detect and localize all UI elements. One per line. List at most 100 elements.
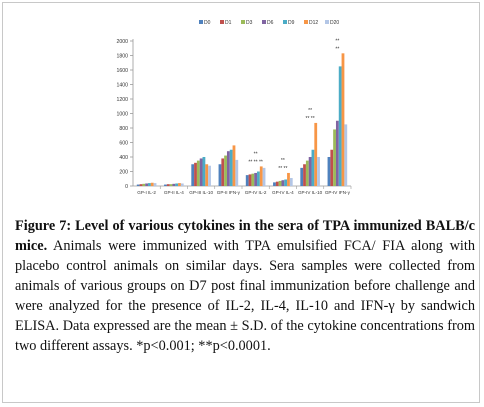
bar-d9 bbox=[311, 149, 315, 186]
legend-swatch-d0 bbox=[199, 20, 203, 24]
bar-d3 bbox=[224, 155, 227, 186]
legend-swatch-d3 bbox=[241, 20, 245, 24]
legend-label-d6: D6 bbox=[267, 20, 274, 26]
y-tick-label: 1400 bbox=[116, 83, 128, 89]
y-tick-label: 400 bbox=[119, 155, 128, 161]
bar-d20 bbox=[344, 124, 348, 186]
bar-d9 bbox=[175, 183, 179, 186]
bar-d9 bbox=[257, 171, 260, 186]
legend-label-d20: D20 bbox=[330, 20, 339, 26]
bar-d0 bbox=[164, 184, 167, 186]
x-tick-label: GP-III IL-10 bbox=[189, 190, 213, 195]
bar-d1 bbox=[194, 162, 197, 186]
bar-d3 bbox=[278, 180, 282, 186]
figure-panel: 0 200 400 600 800 1000 1200 1400 1600 1800 2000 GP-… bbox=[2, 2, 480, 403]
legend-label-d9: D9 bbox=[288, 20, 295, 26]
bar-d12 bbox=[205, 164, 209, 186]
bar-d12 bbox=[232, 145, 236, 186]
bar-d3 bbox=[169, 184, 173, 186]
bar-d12 bbox=[178, 183, 181, 186]
bar-d12 bbox=[341, 53, 345, 187]
y-tick-label: 2000 bbox=[116, 39, 128, 45]
cytokine-bar-chart: 0 200 400 600 800 1000 1200 1400 1600 1800 2000 GP-… bbox=[116, 20, 352, 195]
y-tick-label: 1800 bbox=[116, 54, 128, 60]
bar-d3 bbox=[196, 160, 200, 186]
bar-d1 bbox=[303, 164, 306, 186]
significance-marker: ** bbox=[335, 38, 339, 44]
significance-marker: ** ** bbox=[278, 166, 287, 172]
bar-d3 bbox=[142, 183, 146, 186]
bar-d1 bbox=[275, 181, 279, 186]
legend-swatch-d9 bbox=[283, 20, 287, 24]
y-tick-label: 0 bbox=[125, 184, 128, 190]
bar-d20 bbox=[208, 165, 211, 186]
legend-label-d12: D12 bbox=[309, 20, 318, 26]
bar-d6 bbox=[226, 151, 230, 186]
bar-d0 bbox=[218, 164, 222, 186]
bar-d20 bbox=[180, 183, 184, 186]
y-tick-label: 800 bbox=[119, 126, 128, 132]
bar-d9 bbox=[202, 157, 206, 186]
x-tick-label: GP-II IFN-γ bbox=[217, 190, 241, 195]
bar-d20 bbox=[262, 167, 266, 186]
bar-d9 bbox=[229, 149, 233, 186]
bar-d12 bbox=[314, 122, 318, 186]
bar-d9 bbox=[148, 183, 151, 186]
bar-d12 bbox=[150, 182, 154, 186]
y-tick-label: 200 bbox=[119, 170, 128, 176]
bar-d1 bbox=[139, 184, 143, 186]
legend-label-d1: D1 bbox=[225, 20, 232, 26]
bar-d6 bbox=[172, 183, 176, 186]
bar-d0 bbox=[191, 164, 195, 186]
legend-swatch-d20 bbox=[325, 20, 329, 24]
bar-d9 bbox=[284, 179, 288, 186]
y-tick-label: 1600 bbox=[116, 68, 128, 74]
bar-d20 bbox=[235, 159, 239, 186]
legend-label-d0: D0 bbox=[204, 20, 211, 26]
y-tick-label: 600 bbox=[119, 141, 128, 147]
bar-d0 bbox=[273, 182, 276, 186]
y-tick-label: 1200 bbox=[116, 97, 128, 103]
bar-d1 bbox=[330, 149, 334, 186]
bar-d3 bbox=[251, 173, 255, 186]
significance-marker: ** ** ** bbox=[248, 159, 263, 165]
bar-d1 bbox=[248, 174, 252, 186]
bar-d0 bbox=[245, 175, 249, 186]
bar-d3 bbox=[333, 129, 336, 186]
bar-d20 bbox=[317, 157, 320, 186]
legend-swatch-d1 bbox=[220, 20, 224, 24]
x-tick-label: GP-IV IL-4 bbox=[272, 190, 294, 195]
y-tick-label: 1000 bbox=[116, 112, 128, 118]
x-tick-label: GP-IV IL-2 bbox=[245, 190, 267, 195]
bar-d20 bbox=[289, 178, 293, 186]
figure-caption: Figure 7: Level of various cytokines in … bbox=[15, 216, 475, 356]
bar-d6 bbox=[199, 158, 203, 186]
bar-d20 bbox=[153, 183, 157, 186]
bar-d9 bbox=[338, 66, 342, 186]
bar-d12 bbox=[259, 166, 263, 186]
x-tick-label: GP-IV IL-10 bbox=[298, 190, 323, 195]
significance-marker: ** bbox=[308, 108, 312, 114]
significance-marker: ** ** bbox=[306, 116, 315, 122]
bar-d0 bbox=[327, 157, 331, 186]
bar-d6 bbox=[254, 172, 258, 186]
bar-d6 bbox=[281, 180, 285, 186]
bar-d1 bbox=[166, 184, 170, 186]
bar-d1 bbox=[221, 158, 225, 186]
x-tick-label: GP-IV IFN-γ bbox=[325, 190, 351, 195]
bar-d0 bbox=[136, 184, 140, 186]
x-tick-label: GP-I IL-2 bbox=[137, 190, 156, 195]
legend-swatch-d6 bbox=[262, 20, 266, 24]
bar-d3 bbox=[305, 160, 309, 186]
x-tick-label: GP-II IL-4 bbox=[164, 190, 184, 195]
caption-title: Figure 7: Level of various cytokines in … bbox=[15, 218, 475, 254]
legend-label-d3: D3 bbox=[246, 20, 253, 26]
significance-marker: ** bbox=[281, 158, 285, 164]
bar-d6 bbox=[308, 157, 312, 186]
bar-d6 bbox=[335, 120, 339, 186]
legend-swatch-d12 bbox=[304, 20, 308, 24]
bar-d6 bbox=[145, 183, 149, 186]
significance-marker: ** bbox=[335, 46, 339, 52]
significance-marker: ** bbox=[254, 151, 258, 157]
bar-d12 bbox=[287, 172, 290, 186]
